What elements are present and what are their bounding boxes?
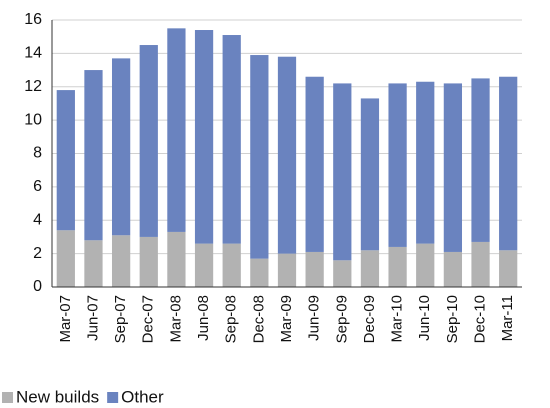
x-tick-label: Dec-07 — [140, 295, 157, 343]
legend-swatch — [2, 392, 13, 403]
y-tick-label: 0 — [33, 278, 42, 295]
y-tick-label: 4 — [33, 211, 42, 228]
y-tick-label: 14 — [24, 45, 42, 62]
bar-segment — [277, 253, 297, 287]
x-tick-label: Jun-08 — [195, 295, 212, 341]
bar-segment — [443, 83, 463, 252]
y-tick-label: 6 — [33, 178, 42, 195]
bar-segment — [222, 35, 241, 244]
bar-segment — [139, 236, 158, 287]
bar-segment — [277, 56, 297, 254]
bar-segment — [167, 28, 186, 232]
bar-segment — [360, 250, 380, 287]
y-tick-label: 16 — [24, 11, 42, 28]
x-tick-label: Sep-09 — [333, 295, 350, 343]
bar-segment — [416, 243, 435, 287]
x-tick-label: Mar-07 — [57, 295, 74, 343]
y-tick-label: 10 — [24, 111, 42, 128]
bar-segment — [250, 258, 269, 287]
bar-segment — [360, 98, 380, 251]
bar-segment — [388, 83, 407, 247]
x-tick-label: Jun-09 — [306, 295, 323, 341]
legend-label: New builds — [16, 387, 99, 406]
bar-segment — [388, 246, 407, 287]
legend-label: Other — [121, 387, 164, 406]
x-tick-label: Sep-08 — [223, 295, 240, 343]
legend-swatch — [107, 392, 119, 403]
bar-segment — [333, 83, 352, 261]
bar-segment — [471, 241, 490, 287]
x-tick-label: Mar-08 — [167, 295, 184, 343]
bar-segment — [305, 76, 324, 252]
y-tick-label: 8 — [33, 145, 42, 162]
y-tick-label: 2 — [33, 245, 42, 262]
y-tick-label: 12 — [24, 78, 42, 95]
bar-segment — [84, 240, 103, 287]
bar-segment — [222, 243, 241, 287]
bar-segment — [56, 230, 75, 287]
bar-segment — [499, 250, 518, 287]
x-tick-label: Dec-09 — [361, 295, 378, 343]
x-tick-label: Sep-10 — [444, 295, 461, 343]
bar-segment — [167, 231, 186, 287]
x-tick-label: Dec-08 — [250, 295, 267, 343]
x-tick-label: Mar-10 — [389, 295, 406, 343]
bar-segment — [194, 243, 214, 287]
bar-segment — [471, 78, 490, 242]
bar-segment — [305, 251, 324, 287]
bar-segment — [84, 70, 103, 241]
bar-segment — [250, 55, 269, 259]
bar-segment — [499, 76, 518, 251]
x-tick-label: Mar-11 — [499, 295, 516, 341]
x-tick-label: Dec-10 — [471, 295, 488, 343]
x-tick-label: Sep-07 — [112, 295, 129, 343]
x-tick-label: Mar-09 — [278, 295, 295, 343]
bar-segment — [111, 58, 131, 236]
bar-segment — [139, 45, 158, 237]
bar-segment — [56, 90, 75, 231]
bar-segment — [416, 81, 435, 244]
x-tick-label: Jun-07 — [84, 295, 101, 341]
bar-segment — [111, 235, 131, 287]
x-tick-label: Jun-10 — [416, 295, 433, 341]
bar-segment — [194, 30, 214, 244]
bar-segment — [333, 260, 352, 287]
bar-segment — [443, 251, 463, 287]
